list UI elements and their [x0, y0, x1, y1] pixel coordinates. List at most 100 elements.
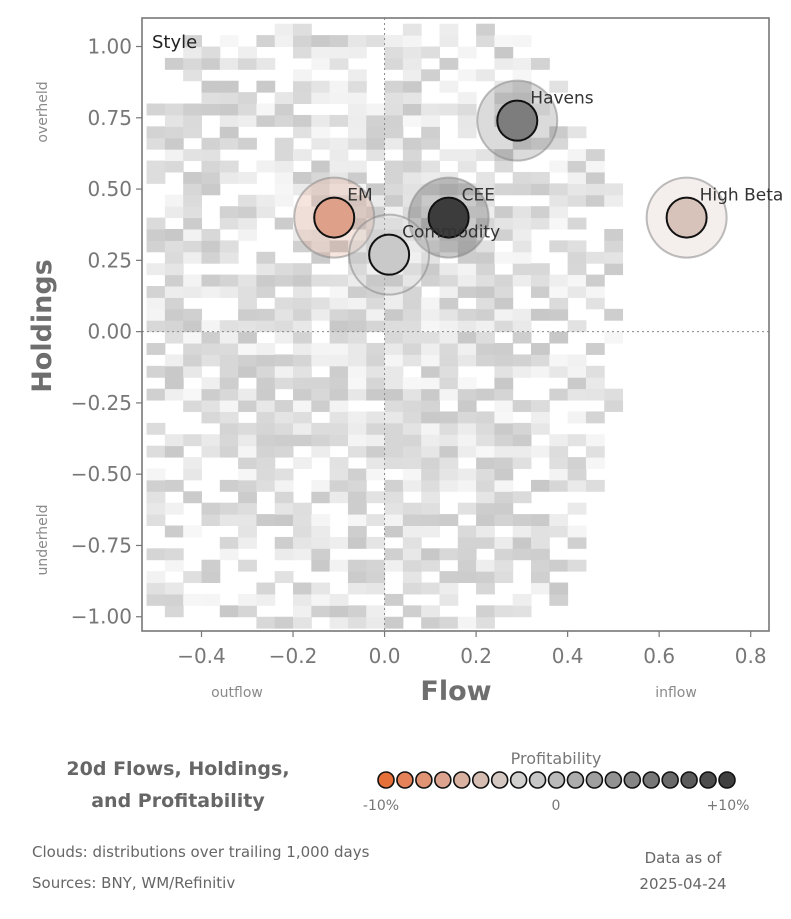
cloud-cell — [476, 149, 495, 162]
cloud-cell — [567, 377, 587, 390]
cloud-cell — [494, 400, 514, 412]
cloud-cell — [439, 183, 459, 196]
cloud-cell — [329, 240, 349, 253]
cloud-cell — [531, 582, 550, 595]
cloud-cell — [329, 479, 349, 492]
cloud-cell — [329, 297, 349, 310]
cloud-cell — [421, 160, 440, 173]
cloud-cell — [512, 434, 532, 447]
cloud-cell — [585, 388, 605, 401]
cloud-cell — [531, 343, 550, 355]
cloud-cell — [384, 286, 404, 298]
cloud-cell — [512, 536, 532, 549]
cloud-cell — [256, 422, 276, 435]
cloud-cell — [238, 171, 257, 184]
cloud-cell — [512, 320, 532, 333]
point-label: High Beta — [700, 186, 784, 206]
cloud-cell — [329, 92, 349, 105]
cloud-cell — [238, 445, 257, 458]
cloud-cell — [549, 297, 569, 310]
cloud-cell — [585, 445, 605, 458]
cloud-cell — [183, 183, 202, 196]
cloud-cell — [274, 149, 294, 162]
cloud-cell — [512, 206, 532, 219]
cloud-cell — [347, 422, 367, 435]
colorbar-dot — [661, 771, 679, 789]
cloud-cell — [549, 217, 569, 230]
cloud-cell — [384, 400, 404, 412]
cloud-cell — [219, 388, 239, 401]
cloud-cell — [402, 297, 422, 310]
cloud-cell — [329, 422, 349, 435]
cloud-cell — [476, 388, 495, 401]
cloud-cell — [531, 479, 550, 492]
cloud-cell — [183, 114, 202, 127]
cloud-cell — [347, 297, 367, 310]
cloud-cell — [549, 559, 569, 572]
cloud-cell — [531, 548, 550, 561]
cloud-cell — [201, 149, 221, 162]
cloud-cell — [604, 263, 624, 276]
cloud-cell — [164, 502, 184, 515]
cloud-cell — [604, 331, 624, 344]
y-tick-label: 0.25 — [87, 248, 132, 272]
cloud-cell — [421, 320, 440, 333]
cloud-cell — [183, 149, 202, 162]
cloud-cell — [494, 354, 514, 367]
cloud-cell — [238, 46, 257, 59]
cloud-cell — [164, 228, 184, 241]
cloud-cell — [238, 559, 257, 572]
cloud-cell — [476, 559, 495, 572]
cloud-cell — [347, 194, 367, 207]
cloud-cell — [238, 525, 257, 538]
cloud-cell — [219, 343, 239, 355]
point-marker — [665, 196, 708, 239]
cloud-cell — [585, 149, 605, 162]
colorbar-dot — [585, 771, 604, 789]
cloud-cell — [293, 171, 312, 184]
cloud-cell — [439, 365, 459, 378]
cloud-cell — [494, 35, 514, 48]
cloud-cell — [201, 46, 221, 59]
cloud-cell — [421, 308, 440, 321]
cloud-cell — [457, 160, 477, 173]
cloud-cell — [366, 228, 386, 241]
cloud-cell — [219, 217, 239, 230]
cloud-cell — [219, 502, 239, 515]
cloud-cell — [384, 217, 404, 230]
cloud-cell — [347, 354, 367, 367]
cloud-cell — [311, 422, 331, 435]
cloud-cell — [311, 240, 331, 253]
cloud-cell — [457, 434, 477, 447]
cloud-cell — [329, 411, 349, 424]
cloud-cell — [238, 274, 257, 287]
cloud-cell — [146, 240, 166, 253]
cloud-cell — [201, 57, 221, 70]
data-as-of-date: 2025-04-24 — [639, 875, 726, 893]
cloud-cell — [256, 388, 276, 401]
cloud-cell — [439, 103, 459, 116]
cloud-cell — [421, 514, 440, 527]
cloud-cell — [494, 571, 514, 584]
cloud-cell — [476, 217, 495, 230]
cloud-cell — [164, 114, 184, 127]
cloud-cell — [219, 514, 239, 527]
cloud-cell — [293, 228, 312, 241]
y-tick-label: −0.25 — [71, 391, 132, 415]
cloud-cell — [494, 228, 514, 241]
cloud-cell — [146, 514, 166, 527]
cloud-cell — [494, 479, 514, 492]
cloud-cell — [274, 445, 294, 458]
cloud-cell — [512, 137, 532, 150]
cloud-cell — [457, 343, 477, 355]
cloud-cell — [219, 240, 239, 253]
cloud-cell — [311, 377, 331, 390]
cloud-cell — [183, 240, 202, 253]
cloud-cell — [329, 183, 349, 196]
cloud-cell — [457, 286, 477, 298]
cloud-cell — [512, 35, 532, 48]
cloud-cell — [164, 240, 184, 253]
cloud-cell — [421, 468, 440, 481]
cloud-cell — [457, 103, 477, 116]
cloud-cell — [585, 194, 605, 207]
